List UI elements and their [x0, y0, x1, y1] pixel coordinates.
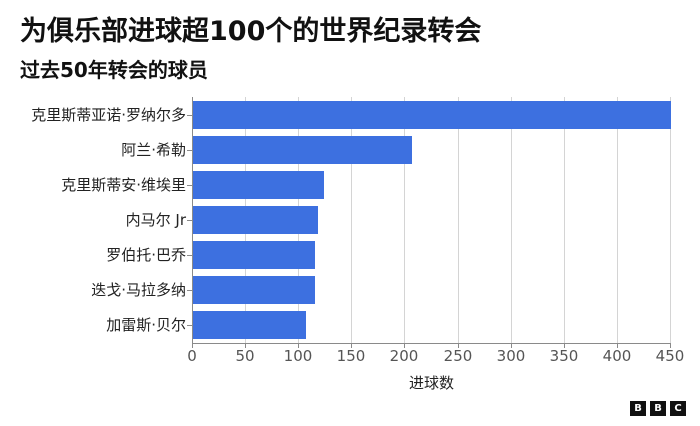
x-tick: [404, 343, 405, 348]
bar: [193, 136, 412, 164]
x-tick: [458, 343, 459, 348]
gridline: [564, 97, 565, 343]
y-tick: [187, 325, 192, 326]
x-tick-label: 350: [549, 347, 579, 365]
x-tick: [617, 343, 618, 348]
gridline: [670, 97, 671, 343]
chart-subtitle: 过去50年转会的球员: [20, 58, 208, 82]
x-tick-label: 200: [389, 347, 419, 365]
gridline: [351, 97, 352, 343]
category-label: 克里斯蒂亚诺·罗纳尔多: [31, 106, 186, 124]
bbc-logo-letter: C: [670, 401, 686, 416]
y-axis-line: [192, 97, 193, 344]
gridline: [617, 97, 618, 343]
x-tick: [670, 343, 671, 348]
bar: [193, 101, 671, 129]
y-tick: [187, 115, 192, 116]
x-tick: [298, 343, 299, 348]
x-axis-line: [192, 343, 671, 344]
x-tick: [564, 343, 565, 348]
bar: [193, 171, 324, 199]
bbc-logo: B B C: [630, 401, 686, 416]
gridline: [511, 97, 512, 343]
x-tick-label: 250: [443, 347, 473, 365]
bar: [193, 241, 315, 269]
bbc-logo-letter: B: [650, 401, 666, 416]
x-tick-label: 0: [187, 347, 197, 365]
chart-title: 为俱乐部进球超100个的世界纪录转会: [20, 16, 482, 47]
y-tick: [187, 220, 192, 221]
y-tick: [187, 150, 192, 151]
x-tick-label: 300: [496, 347, 526, 365]
x-axis-title: 进球数: [408, 374, 454, 392]
x-tick-label: 50: [235, 347, 255, 365]
y-tick: [187, 255, 192, 256]
bar: [193, 311, 306, 339]
category-label: 克里斯蒂安·维埃里: [61, 176, 186, 194]
y-tick: [187, 185, 192, 186]
y-tick: [187, 290, 192, 291]
x-tick-label: 400: [602, 347, 632, 365]
x-tick-label: 450: [655, 347, 685, 365]
x-tick: [245, 343, 246, 348]
bar: [193, 206, 318, 234]
x-tick: [511, 343, 512, 348]
x-tick-label: 150: [336, 347, 366, 365]
bar: [193, 276, 315, 304]
category-label: 罗伯托·巴乔: [106, 246, 186, 264]
category-label: 加雷斯·贝尔: [106, 316, 186, 334]
x-tick-label: 100: [283, 347, 313, 365]
gridline: [404, 97, 405, 343]
bbc-logo-letter: B: [630, 401, 646, 416]
gridline: [458, 97, 459, 343]
x-tick: [192, 343, 193, 348]
category-label: 阿兰·希勒: [121, 141, 186, 159]
x-tick: [351, 343, 352, 348]
category-label: 内马尔 Jr: [125, 211, 186, 229]
category-label: 迭戈·马拉多纳: [91, 281, 186, 299]
